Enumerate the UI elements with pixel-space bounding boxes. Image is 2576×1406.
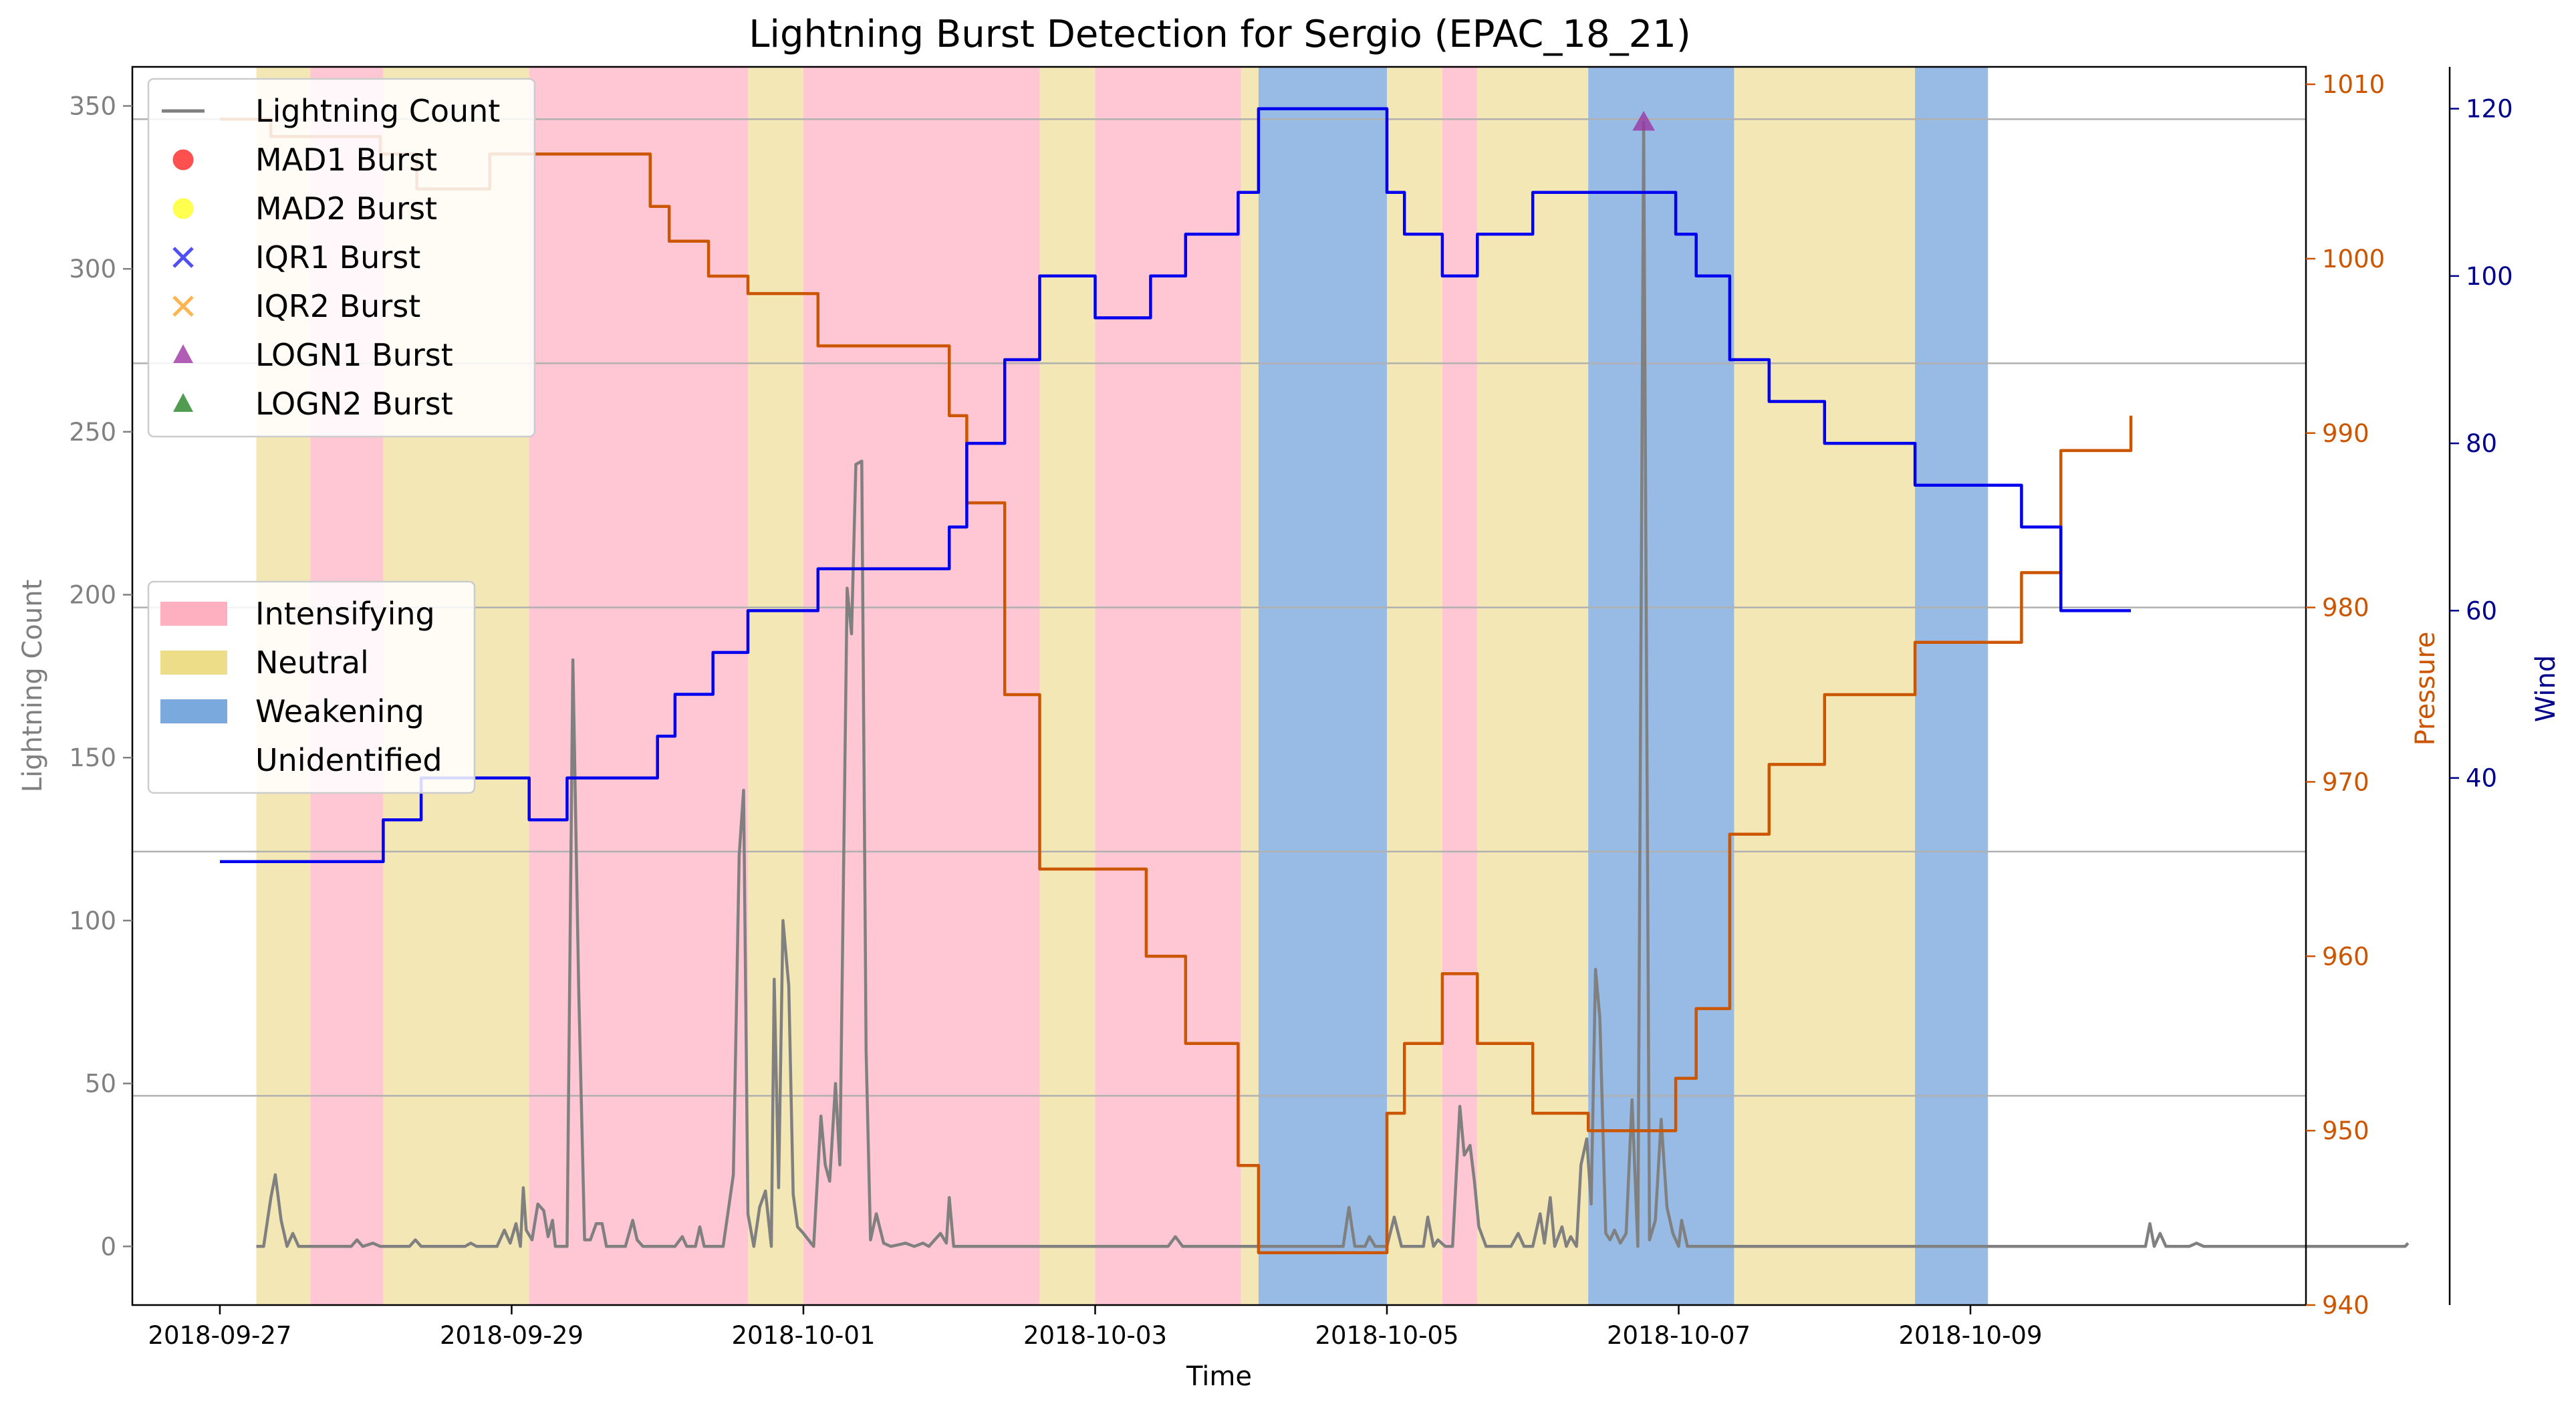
- legend-label: LOGN2 Burst: [255, 386, 453, 422]
- legend-phases: Intensifying Neutral Weakening Unidentified: [147, 580, 476, 794]
- y-tick-label-pressure: 970: [2322, 768, 2369, 796]
- y-tick-label-pressure: 1000: [2322, 245, 2385, 273]
- legend-swatch-patch: [160, 748, 227, 772]
- chart-title: Lightning Burst Detection for Sergio (EP…: [749, 13, 1691, 56]
- legend-box: [147, 580, 476, 794]
- phase-band-intensifying: [1095, 67, 1241, 1305]
- phase-band-neutral: [1734, 67, 1916, 1305]
- legend-swatch-triangle: [173, 393, 193, 412]
- legend-bursts: Lightning Count MAD1 Burst MAD2 Burst IQR1 …: [147, 78, 536, 438]
- y-tick-label-pressure: 990: [2322, 419, 2369, 448]
- legend-label: Intensifying: [255, 596, 435, 632]
- x-tick-label: 2018-10-09: [1898, 1321, 2042, 1350]
- x-axis-label: Time: [1186, 1361, 1252, 1392]
- phase-band-weakening: [1915, 67, 1988, 1305]
- legend-label: Unidentified: [255, 742, 442, 778]
- plot-frame: [131, 66, 2307, 1306]
- phase-band-intensifying: [1442, 67, 1478, 1305]
- x-tick-label: 2018-09-27: [148, 1321, 291, 1350]
- x-tick-label: 2018-10-03: [1023, 1321, 1167, 1350]
- y-tick-label-wind: 40: [2466, 764, 2497, 793]
- x-tick-label: 2018-10-05: [1315, 1321, 1458, 1350]
- y-tick-label-left: 250: [69, 418, 116, 447]
- y-tick-label-wind: 80: [2466, 429, 2497, 458]
- legend-box: [147, 78, 536, 438]
- phase-band-intensifying: [803, 67, 1040, 1305]
- y-tick-label-left: 50: [85, 1070, 116, 1098]
- legend-label: IQR2 Burst: [255, 288, 420, 324]
- legend-swatch-patch: [160, 699, 227, 723]
- y-tick-label-pressure: 980: [2322, 594, 2369, 622]
- y-tick-label-left: 150: [69, 743, 116, 772]
- x-tick-label: 2018-10-01: [731, 1321, 875, 1350]
- legend-label: Weakening: [255, 693, 424, 729]
- y-axis-label-wind: Wind: [2531, 655, 2561, 723]
- y-tick-label-left: 100: [69, 907, 116, 935]
- phase-band-neutral: [1039, 67, 1096, 1305]
- y-tick-label-wind: 100: [2466, 262, 2513, 291]
- y-axis-label-pressure: Pressure: [2410, 632, 2441, 746]
- phase-band-neutral: [1241, 67, 1259, 1305]
- legend-swatch-patch: [160, 602, 227, 626]
- phase-band-weakening: [1258, 67, 1387, 1305]
- legend-swatch-circle: [172, 149, 194, 170]
- y-tick-label-pressure: 950: [2322, 1117, 2369, 1145]
- y-tick-label-pressure: 960: [2322, 942, 2369, 971]
- legend-label: LOGN1 Burst: [255, 337, 453, 373]
- legend-label: Lightning Count: [255, 93, 500, 129]
- legend-label: MAD2 Burst: [255, 191, 437, 227]
- phase-band-weakening: [1588, 67, 1734, 1305]
- x-tick-label: 2018-10-07: [1607, 1321, 1751, 1350]
- y-tick-label-left: 350: [69, 92, 116, 120]
- legend-swatch-circle: [172, 198, 194, 219]
- legend-swatch-x: [172, 296, 194, 317]
- legend-swatch-triangle: [173, 344, 193, 363]
- series-lines: [220, 107, 2410, 1254]
- series-line-pressure: [220, 118, 2133, 1254]
- phase-band-intensifying: [529, 67, 749, 1305]
- y-tick-label-pressure: 1010: [2322, 70, 2385, 99]
- y-tick-label-left: 200: [69, 581, 116, 610]
- y-tick-label-left: 0: [100, 1232, 116, 1261]
- legend-label: IQR1 Burst: [255, 239, 420, 275]
- y-tick-label-pressure: 940: [2322, 1291, 2369, 1320]
- series-line-wind: [220, 107, 2132, 864]
- y-tick-label-left: 300: [69, 255, 116, 283]
- burst-marker-logn1: [1632, 110, 1655, 131]
- x-tick-label: 2018-09-29: [440, 1321, 584, 1350]
- y-axis-label-left: Lightning Count: [17, 580, 48, 793]
- legend-label: MAD1 Burst: [255, 142, 437, 178]
- legend-label: Neutral: [255, 645, 369, 681]
- phase-band-neutral: [1477, 67, 1589, 1305]
- legend-swatch-patch: [160, 651, 227, 675]
- series-line-lightning-count: [256, 120, 2410, 1248]
- y-tick-label-wind: 120: [2466, 95, 2513, 124]
- axes: 2018-09-27 2018-09-29 2018-10-01 2018-10-03…: [69, 67, 2513, 1350]
- legend-swatch-x: [172, 247, 194, 268]
- y-tick-label-wind: 60: [2466, 596, 2497, 625]
- phase-band-neutral: [1386, 67, 1442, 1305]
